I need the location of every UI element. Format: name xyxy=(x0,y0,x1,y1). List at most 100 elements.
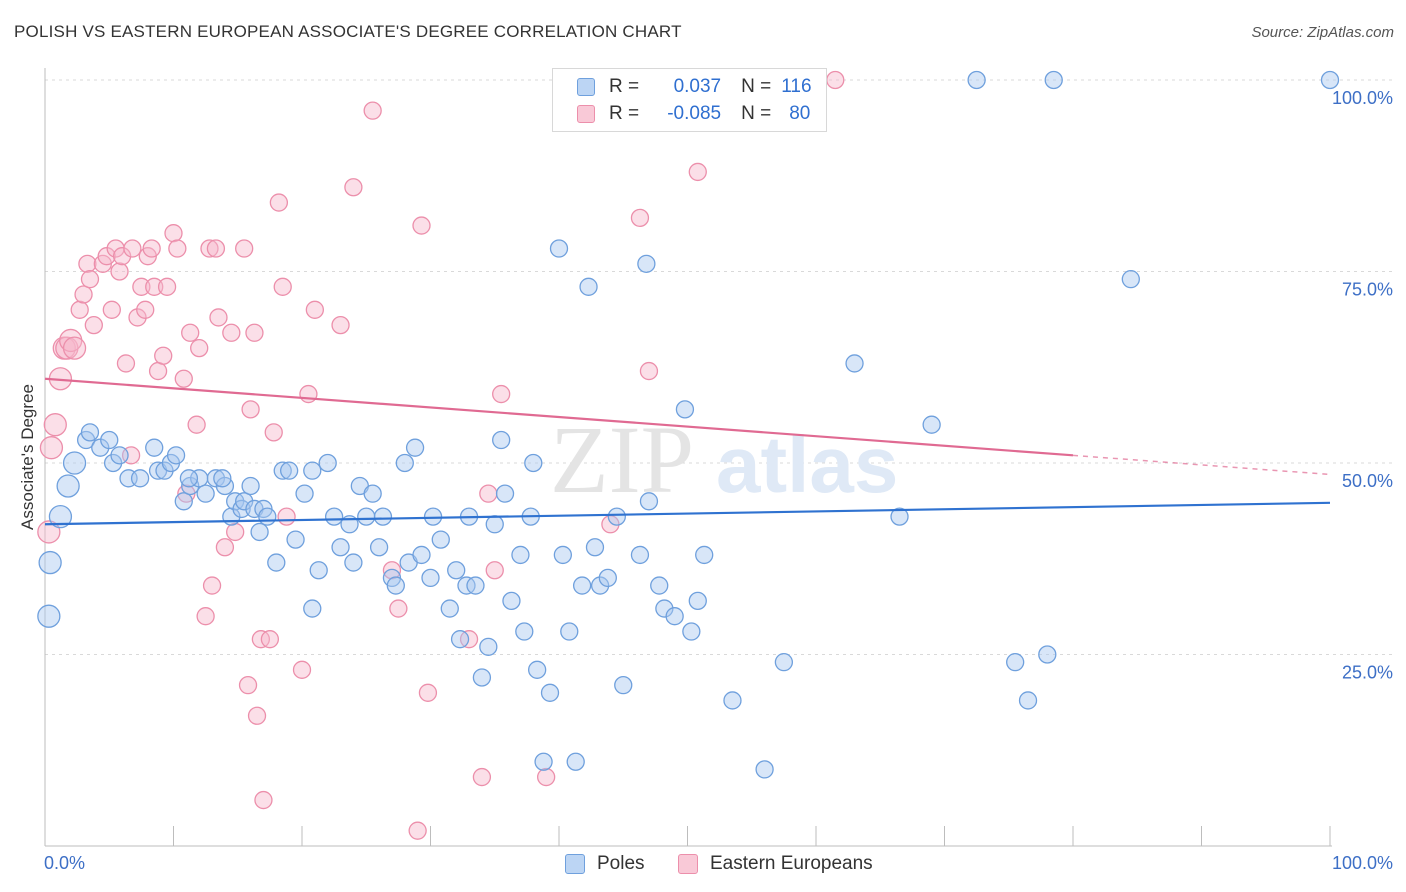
eastern-europeans-point xyxy=(123,239,142,258)
poles-point xyxy=(145,438,164,457)
eastern-europeans-point xyxy=(209,308,228,327)
poles-point xyxy=(318,453,337,473)
bottom-legend-eastern-europeans[interactable]: Eastern Europeans xyxy=(678,852,873,876)
poles-point xyxy=(675,400,695,419)
poles-point xyxy=(511,545,530,565)
eastern-europeans-point xyxy=(102,300,121,319)
eastern-europeans-point xyxy=(206,239,226,258)
eastern-europeans-point xyxy=(472,767,492,787)
eastern-europeans-point xyxy=(132,277,151,296)
poles-point xyxy=(572,576,592,595)
eastern-europeans-point xyxy=(247,706,267,725)
poles-point xyxy=(650,576,669,595)
poles-point xyxy=(100,430,119,450)
watermark-zip: ZIP xyxy=(550,406,694,513)
poles-point xyxy=(845,354,864,373)
poles-point xyxy=(369,538,389,557)
eastern-europeans-point xyxy=(74,285,93,304)
poles-point xyxy=(585,538,605,557)
poles-point xyxy=(485,515,504,534)
poles-point xyxy=(560,622,579,641)
eastern-europeans-point xyxy=(78,254,97,273)
poles-point xyxy=(655,599,674,618)
eastern-europeans-point xyxy=(245,323,264,342)
poles-point xyxy=(250,522,269,542)
poles-legend-swatch xyxy=(565,854,585,874)
poles-point xyxy=(1320,70,1340,90)
poles-point xyxy=(566,752,585,771)
eastern-europeans-point xyxy=(412,216,431,235)
eastern-europeans-point xyxy=(168,239,187,258)
eastern-europeans-point xyxy=(688,162,707,182)
poles-point xyxy=(723,691,742,710)
poles-point xyxy=(515,622,534,641)
eastern-europeans-point xyxy=(260,630,280,649)
eastern-europeans-point xyxy=(84,315,103,335)
stats-legend: R = 0.037 N = 116 R = -0.085 N = 80 xyxy=(552,68,827,132)
x-tick-label-max: 100.0% xyxy=(1332,853,1393,873)
eastern-europeans-point xyxy=(344,178,363,197)
eastern-europeans-point xyxy=(148,361,168,381)
poles-point xyxy=(466,576,485,595)
eastern-europeans-point xyxy=(299,384,318,404)
y-axis-label: Associate's Degree xyxy=(18,384,37,530)
eastern-europeans-point xyxy=(382,561,402,580)
poles-point xyxy=(279,461,299,480)
eastern-europeans-swatch xyxy=(577,105,595,123)
eastern-europeans-point xyxy=(222,323,241,342)
x-ticks xyxy=(173,826,1331,846)
poles-point xyxy=(309,561,328,580)
poles-point xyxy=(286,530,305,549)
eastern-europeans-point xyxy=(62,336,87,360)
poles-point xyxy=(637,254,656,273)
eastern-europeans-point xyxy=(39,436,64,460)
y-tick-label: 75.0% xyxy=(1342,280,1393,300)
eastern-europeans-point xyxy=(241,400,260,419)
poles-point xyxy=(695,545,714,565)
poles-point xyxy=(1038,645,1057,664)
poles-point xyxy=(213,469,232,488)
poles-point xyxy=(967,70,986,90)
poles-point xyxy=(598,568,617,588)
poles-point xyxy=(37,604,61,628)
poles-legend-label: Poles xyxy=(597,853,645,874)
poles-point xyxy=(273,461,292,480)
poles-point xyxy=(386,576,405,595)
watermark: ZIP atlas xyxy=(550,406,898,513)
eastern-europeans-point xyxy=(164,224,183,243)
poles-point xyxy=(357,507,376,526)
legend-r-value: -0.085 xyxy=(667,103,722,124)
eastern-europeans-point xyxy=(116,354,136,373)
eastern-europeans-point xyxy=(273,277,292,296)
poles-point xyxy=(363,484,382,503)
poles-point xyxy=(534,752,553,771)
eastern-europeans-point xyxy=(292,660,312,679)
eastern-europeans-point xyxy=(142,239,161,258)
source-label: Source: ZipAtlas.com xyxy=(1251,24,1394,41)
eastern-europeans-point xyxy=(174,369,193,388)
poles-point xyxy=(590,576,610,595)
poles-point xyxy=(524,453,543,473)
eastern-europeans-trend-line xyxy=(44,377,1074,457)
poles-point xyxy=(549,239,569,258)
eastern-europeans-point xyxy=(181,323,200,342)
y-tick-label: 100.0% xyxy=(1332,88,1393,108)
poles-point xyxy=(431,530,450,549)
legend-row-poles: R = 0.037 N = 116 xyxy=(577,75,812,99)
poles-point xyxy=(324,507,344,526)
eastern-europeans-point xyxy=(215,538,235,557)
poles-point xyxy=(179,469,199,488)
legend-r-value: 0.037 xyxy=(673,76,722,97)
poles-point xyxy=(492,430,511,450)
eastern-europeans-point xyxy=(639,361,659,381)
poles-point xyxy=(267,553,286,572)
bottom-legend-poles[interactable]: Poles xyxy=(565,852,645,876)
eastern-europeans-point xyxy=(264,423,283,442)
poles-point xyxy=(174,492,193,511)
legend-r-label: R = xyxy=(609,103,640,124)
poles-point xyxy=(196,484,215,503)
poles-point xyxy=(639,492,659,511)
legend-n-value: 80 xyxy=(789,103,811,124)
poles-point xyxy=(344,553,363,572)
